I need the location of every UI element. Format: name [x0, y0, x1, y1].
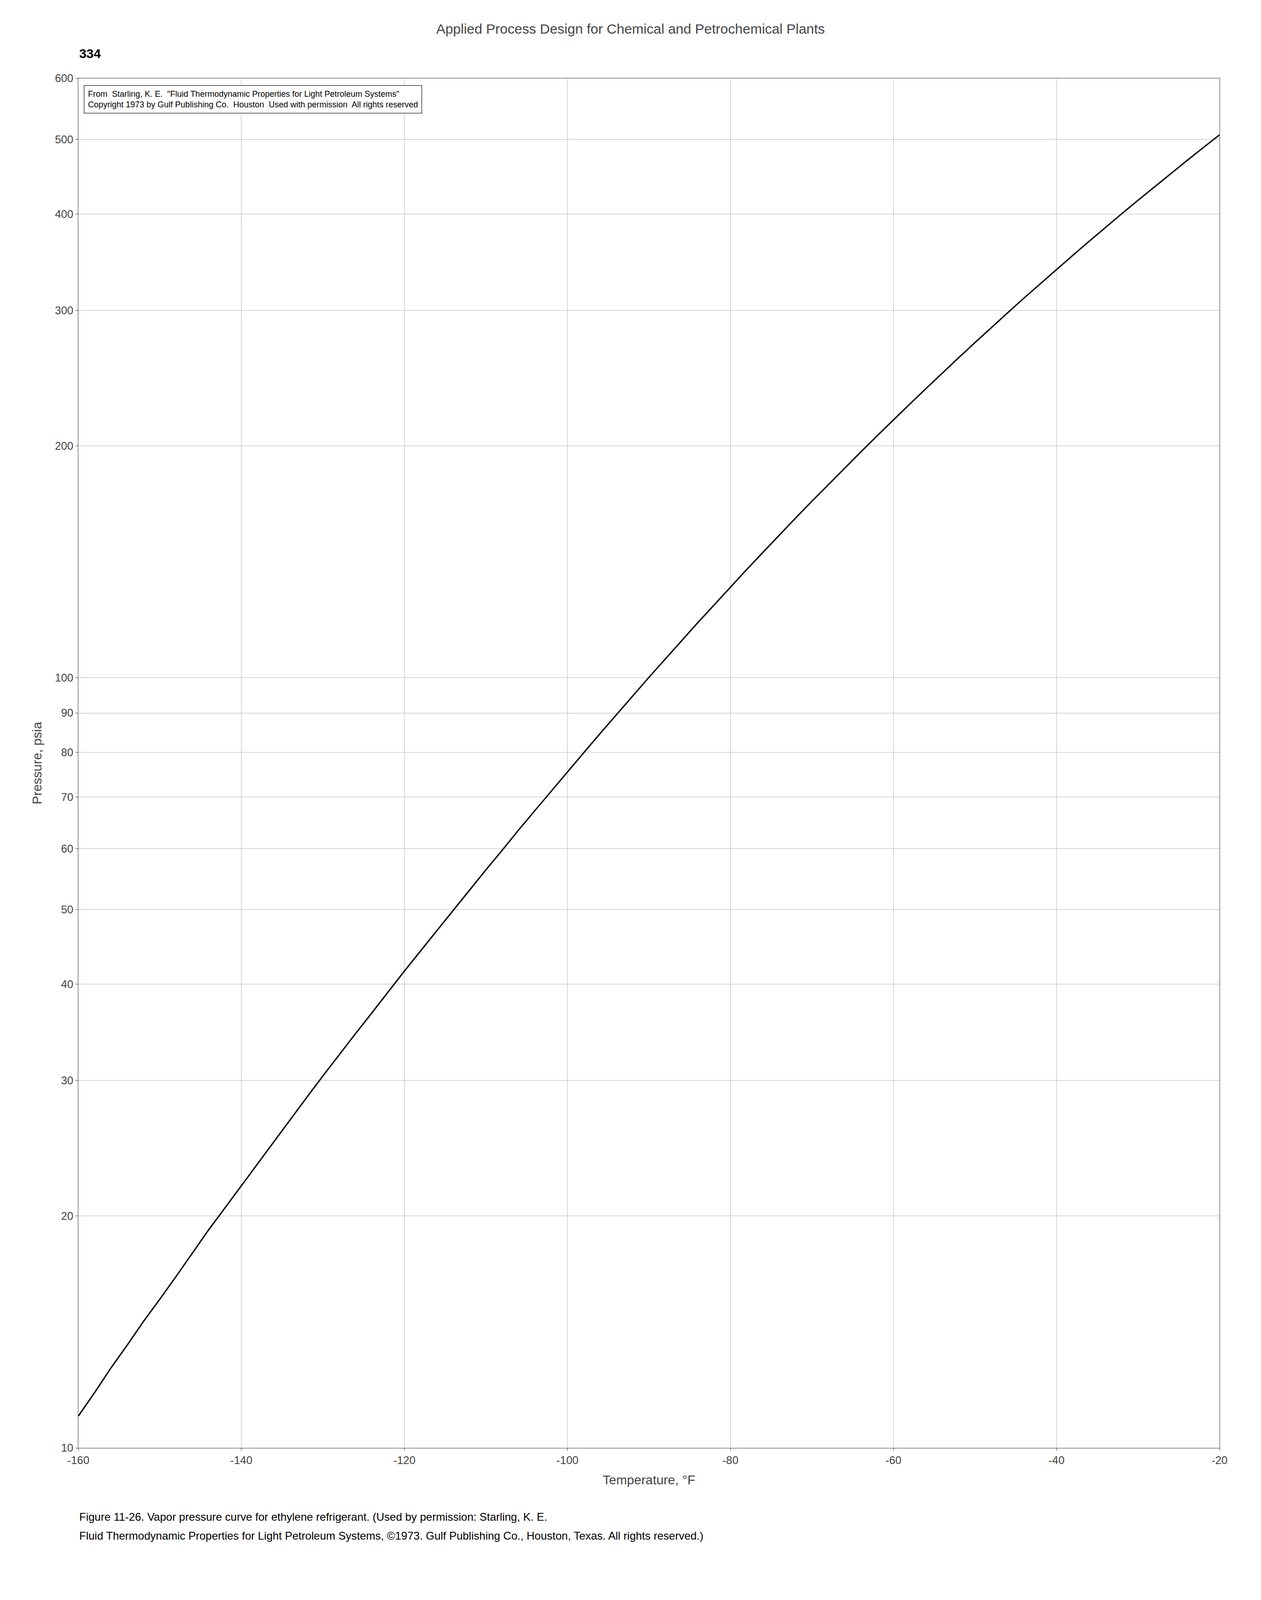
svg-text:-160: -160	[67, 1453, 90, 1467]
svg-text:600: 600	[54, 71, 74, 85]
svg-text:From Starling, K. E. "Fluid: From Starling, K. E. "Fluid Thermodynami…	[87, 89, 418, 110]
svg-text:-40: -40	[1048, 1453, 1065, 1467]
svg-text:Figure 11-26. Vapor pressure c: Figure 11-26. Vapor pressure curve for e…	[79, 1510, 548, 1523]
svg-text:Applied Process Design for Che: Applied Process Design for Chemical and …	[436, 21, 826, 37]
svg-text:Pressure, psia: Pressure, psia	[29, 721, 45, 804]
svg-text:300: 300	[54, 304, 74, 317]
svg-text:-20: -20	[1211, 1453, 1228, 1467]
svg-text:-60: -60	[885, 1453, 902, 1467]
svg-text:80: 80	[60, 745, 74, 759]
svg-text:500: 500	[54, 133, 74, 146]
svg-text:70: 70	[60, 790, 74, 804]
svg-text:Temperature, °F: Temperature, °F	[602, 1472, 696, 1487]
svg-text:-120: -120	[393, 1453, 416, 1467]
svg-text:-100: -100	[556, 1453, 579, 1467]
svg-text:-80: -80	[722, 1453, 739, 1467]
svg-text:Fluid Thermodynamic Properties: Fluid Thermodynamic Properties for Light…	[79, 1529, 704, 1542]
svg-text:40: 40	[60, 977, 74, 991]
svg-text:400: 400	[54, 207, 74, 221]
svg-text:10: 10	[60, 1441, 74, 1454]
svg-text:-140: -140	[230, 1453, 253, 1467]
svg-text:30: 30	[60, 1073, 74, 1087]
svg-text:60: 60	[60, 842, 74, 855]
svg-text:20: 20	[60, 1209, 74, 1222]
svg-text:50: 50	[60, 903, 74, 916]
svg-text:200: 200	[54, 439, 74, 452]
svg-text:334: 334	[79, 46, 101, 61]
svg-text:90: 90	[60, 706, 74, 719]
svg-text:100: 100	[54, 671, 74, 684]
